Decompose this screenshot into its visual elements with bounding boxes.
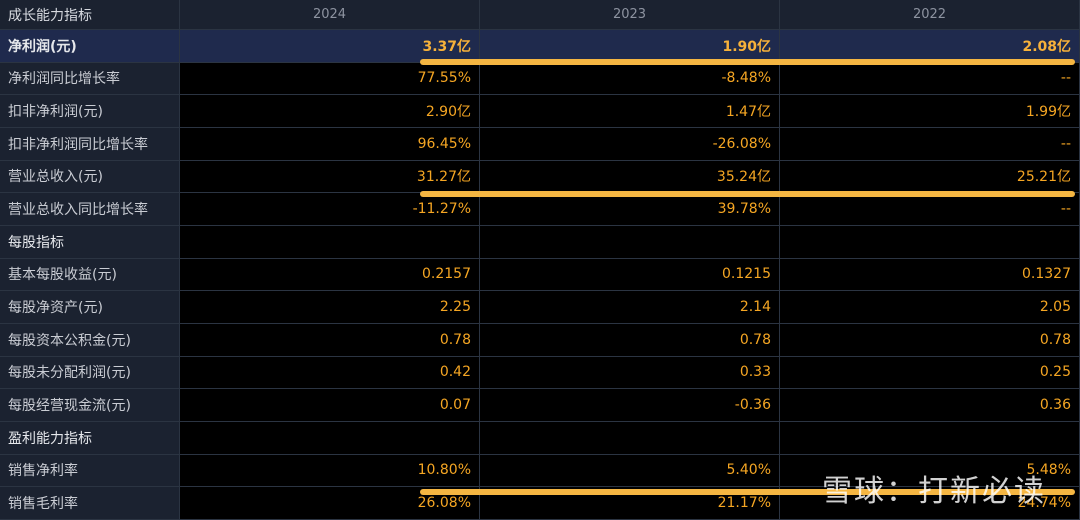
value-cell: 2.14: [480, 291, 780, 324]
value-cell: --: [780, 128, 1080, 161]
value-cell: 96.45%: [180, 128, 480, 161]
highlight-underline: [420, 191, 1075, 197]
value-cell: -8.48%: [480, 62, 780, 96]
value-cell: 1.47亿: [480, 95, 780, 128]
value-cell: 0.2157: [180, 258, 480, 292]
value-cell: 26.08%: [180, 487, 480, 520]
watermark: 雪球：打新必读: [822, 474, 1046, 509]
value-cell: 3.37亿: [180, 30, 480, 63]
row-label: 每股净资产(元): [0, 291, 180, 324]
highlight-underline: [420, 59, 1075, 65]
row-label: 净利润同比增长率: [0, 62, 180, 96]
value-cell: 0.1215: [480, 258, 780, 292]
row-label: 营业总收入同比增长率: [0, 193, 180, 226]
year-header: 2023: [480, 0, 780, 30]
value-cell: 10.80%: [180, 454, 480, 488]
row-label: 销售毛利率: [0, 487, 180, 520]
value-cell: 25.21亿: [780, 160, 1080, 194]
value-cell: --: [780, 62, 1080, 96]
value-cell: 0.78: [180, 324, 480, 357]
row-label: 销售净利率: [0, 454, 180, 488]
value-cell: 0.42: [180, 356, 480, 390]
value-cell: 39.78%: [480, 193, 780, 226]
highlight-underline: [420, 489, 1075, 495]
empty-cell: [480, 422, 780, 455]
value-cell: 2.90亿: [180, 95, 480, 128]
empty-cell: [780, 422, 1080, 455]
empty-cell: [480, 226, 780, 259]
year-header: 2022: [780, 0, 1080, 30]
row-label: 扣非净利润(元): [0, 95, 180, 128]
value-cell: 0.33: [480, 356, 780, 390]
value-cell: 1.90亿: [480, 30, 780, 63]
value-cell: 2.05: [780, 291, 1080, 324]
value-cell: -11.27%: [180, 193, 480, 226]
section-label: 每股指标: [0, 226, 180, 259]
row-label: 营业总收入(元): [0, 160, 180, 194]
value-cell: 0.78: [780, 324, 1080, 357]
row-label: 净利润(元): [0, 30, 180, 63]
value-cell: 31.27亿: [180, 160, 480, 194]
value-cell: 2.08亿: [780, 30, 1080, 63]
value-cell: 5.40%: [480, 454, 780, 488]
value-cell: 35.24亿: [480, 160, 780, 194]
value-cell: 0.1327: [780, 258, 1080, 292]
value-cell: 0.36: [780, 389, 1080, 422]
section-label: 盈利能力指标: [0, 422, 180, 455]
year-header: 2024: [180, 0, 480, 30]
row-label: 基本每股收益(元): [0, 258, 180, 292]
value-cell: 1.99亿: [780, 95, 1080, 128]
row-label: 每股经营现金流(元): [0, 389, 180, 422]
empty-cell: [780, 226, 1080, 259]
header-title: 成长能力指标: [0, 0, 180, 30]
empty-cell: [180, 422, 480, 455]
value-cell: -26.08%: [480, 128, 780, 161]
value-cell: 0.07: [180, 389, 480, 422]
row-label: 每股未分配利润(元): [0, 356, 180, 390]
empty-cell: [180, 226, 480, 259]
value-cell: 0.25: [780, 356, 1080, 390]
value-cell: -0.36: [480, 389, 780, 422]
row-label: 每股资本公积金(元): [0, 324, 180, 357]
value-cell: 77.55%: [180, 62, 480, 96]
value-cell: 5.48%: [780, 454, 1080, 488]
value-cell: 2.25: [180, 291, 480, 324]
value-cell: --: [780, 193, 1080, 226]
row-label: 扣非净利润同比增长率: [0, 128, 180, 161]
value-cell: 0.78: [480, 324, 780, 357]
